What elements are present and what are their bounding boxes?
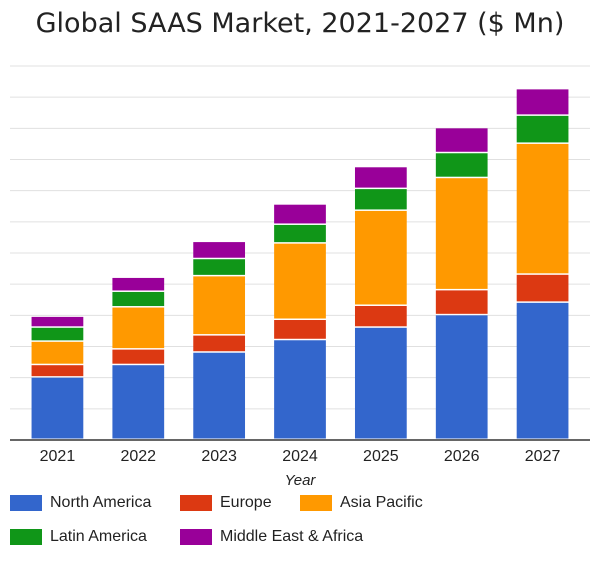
x-tick-label: 2022 xyxy=(120,448,156,465)
bar-segment-europe-2027 xyxy=(516,274,569,302)
bar-segment-europe-2026 xyxy=(435,290,488,314)
bar-segment-north-america-2025 xyxy=(354,327,407,439)
bar-segment-latin-america-2021 xyxy=(31,327,84,341)
bar-segment-north-america-2022 xyxy=(112,365,165,439)
bar-segment-north-america-2021 xyxy=(31,377,84,439)
bar-segment-middle-east-africa-2023 xyxy=(193,242,246,258)
bar-segment-europe-2022 xyxy=(112,349,165,364)
x-tick-label: 2025 xyxy=(363,448,399,465)
x-tick-label: 2026 xyxy=(444,448,480,465)
x-axis-label: Year xyxy=(285,472,317,489)
bar-segment-asia-pacific-2025 xyxy=(354,210,407,305)
bar-segment-latin-america-2022 xyxy=(112,291,165,307)
x-tick-label: 2024 xyxy=(282,448,318,465)
bar-segment-north-america-2024 xyxy=(274,340,326,439)
bar-segment-latin-america-2027 xyxy=(516,115,569,143)
bar-segment-europe-2021 xyxy=(31,365,84,377)
bar-segment-middle-east-africa-2025 xyxy=(354,167,407,188)
bar-segment-asia-pacific-2024 xyxy=(274,243,326,319)
x-tick-label: 2023 xyxy=(201,448,237,465)
bar-segment-asia-pacific-2026 xyxy=(435,178,488,289)
bar-segment-latin-america-2023 xyxy=(193,259,246,275)
bar-segment-asia-pacific-2022 xyxy=(112,307,165,349)
bar-segment-europe-2023 xyxy=(193,335,246,352)
bar-segment-middle-east-africa-2026 xyxy=(435,128,488,152)
bar-segment-middle-east-africa-2021 xyxy=(31,316,84,327)
bar-segment-latin-america-2024 xyxy=(274,224,326,243)
bar-segment-middle-east-africa-2024 xyxy=(274,204,326,224)
x-tick-label: 2021 xyxy=(40,448,76,465)
bar-segment-middle-east-africa-2027 xyxy=(516,89,569,115)
bar-segment-north-america-2026 xyxy=(435,315,488,439)
bar-segment-europe-2024 xyxy=(274,320,326,339)
x-tick-label: 2027 xyxy=(525,448,561,465)
x-tick-labels: 2021 2022 2023 2024 2025 2026 2027 xyxy=(40,448,561,465)
chart-title: Global SAAS Market, 2021-2027 ($ Mn) xyxy=(35,8,565,39)
bar-segment-asia-pacific-2021 xyxy=(31,341,84,364)
bar-segment-europe-2025 xyxy=(354,305,407,327)
bar-segment-middle-east-africa-2022 xyxy=(112,277,165,291)
bar-segment-asia-pacific-2023 xyxy=(193,276,246,335)
bar-segment-asia-pacific-2027 xyxy=(516,143,569,274)
bars xyxy=(31,89,569,439)
bar-segment-latin-america-2026 xyxy=(435,153,488,177)
bar-segment-north-america-2027 xyxy=(516,302,569,439)
bar-segment-latin-america-2025 xyxy=(354,189,407,210)
bar-segment-north-america-2023 xyxy=(193,352,246,439)
